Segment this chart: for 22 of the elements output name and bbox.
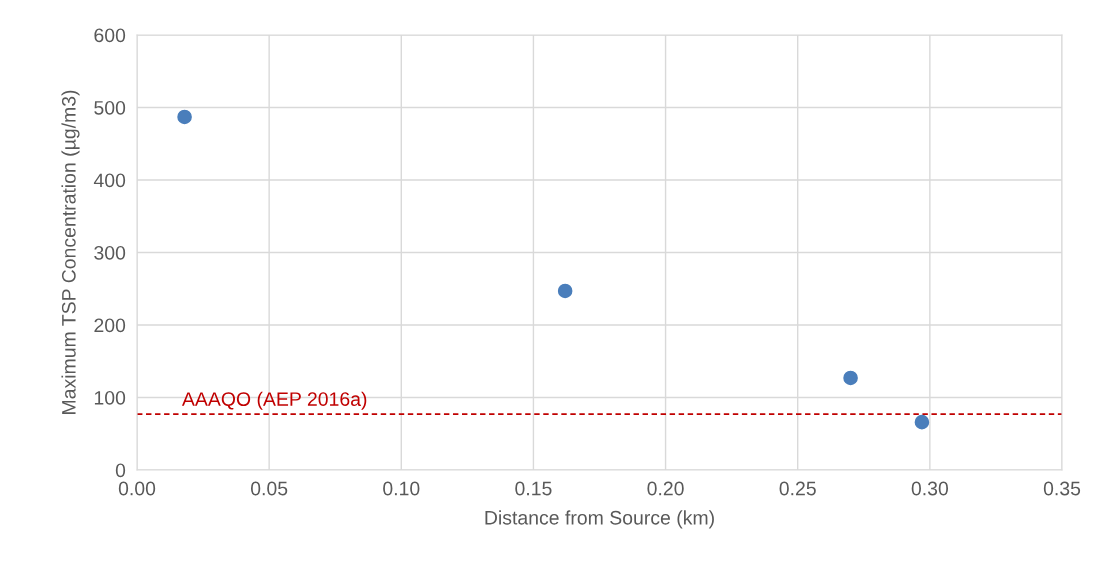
x-tick-label: 0.15 <box>515 481 552 496</box>
y-tick-label: 200 <box>94 318 126 333</box>
y-tick-label: 600 <box>94 28 126 43</box>
y-tick-label: 300 <box>94 245 126 260</box>
y-tick-label: 100 <box>94 390 126 405</box>
ref-line-label: AAAQO (AEP 2016a) <box>181 391 367 410</box>
x-tick-label: 0.05 <box>250 481 288 496</box>
y-tick-label: 0 <box>115 463 126 478</box>
y-tick-label: 500 <box>94 100 126 115</box>
y-axis-title: Maximum TSP Concentration (µg/m3) <box>61 90 80 414</box>
y-tick-label: 400 <box>93 173 126 188</box>
point <box>843 370 858 386</box>
point <box>177 109 192 125</box>
x-tick-label: 0.30 <box>911 481 949 496</box>
x-tick-label: 0.35 <box>1043 481 1081 496</box>
x-tick-label: 0.25 <box>779 481 816 496</box>
point <box>557 283 573 299</box>
point <box>914 414 930 430</box>
x-axis-title: Distance from Source (km) <box>485 510 714 529</box>
x-tick-label: 0.00 <box>118 481 156 496</box>
x-tick-label: 0.20 <box>647 481 684 496</box>
x-tick-label: 0.10 <box>383 481 420 496</box>
